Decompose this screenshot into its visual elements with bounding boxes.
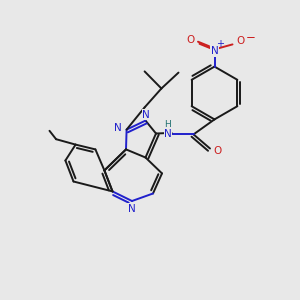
Text: N: N — [114, 123, 122, 133]
Text: O: O — [186, 34, 195, 45]
Text: +: + — [216, 39, 224, 50]
Text: N: N — [211, 46, 218, 56]
Text: N: N — [142, 110, 150, 120]
Text: N: N — [164, 129, 172, 140]
Text: O: O — [236, 36, 245, 46]
Text: N: N — [128, 203, 135, 214]
Text: H: H — [164, 120, 170, 129]
Text: −: − — [246, 31, 256, 44]
Text: O: O — [213, 146, 222, 157]
